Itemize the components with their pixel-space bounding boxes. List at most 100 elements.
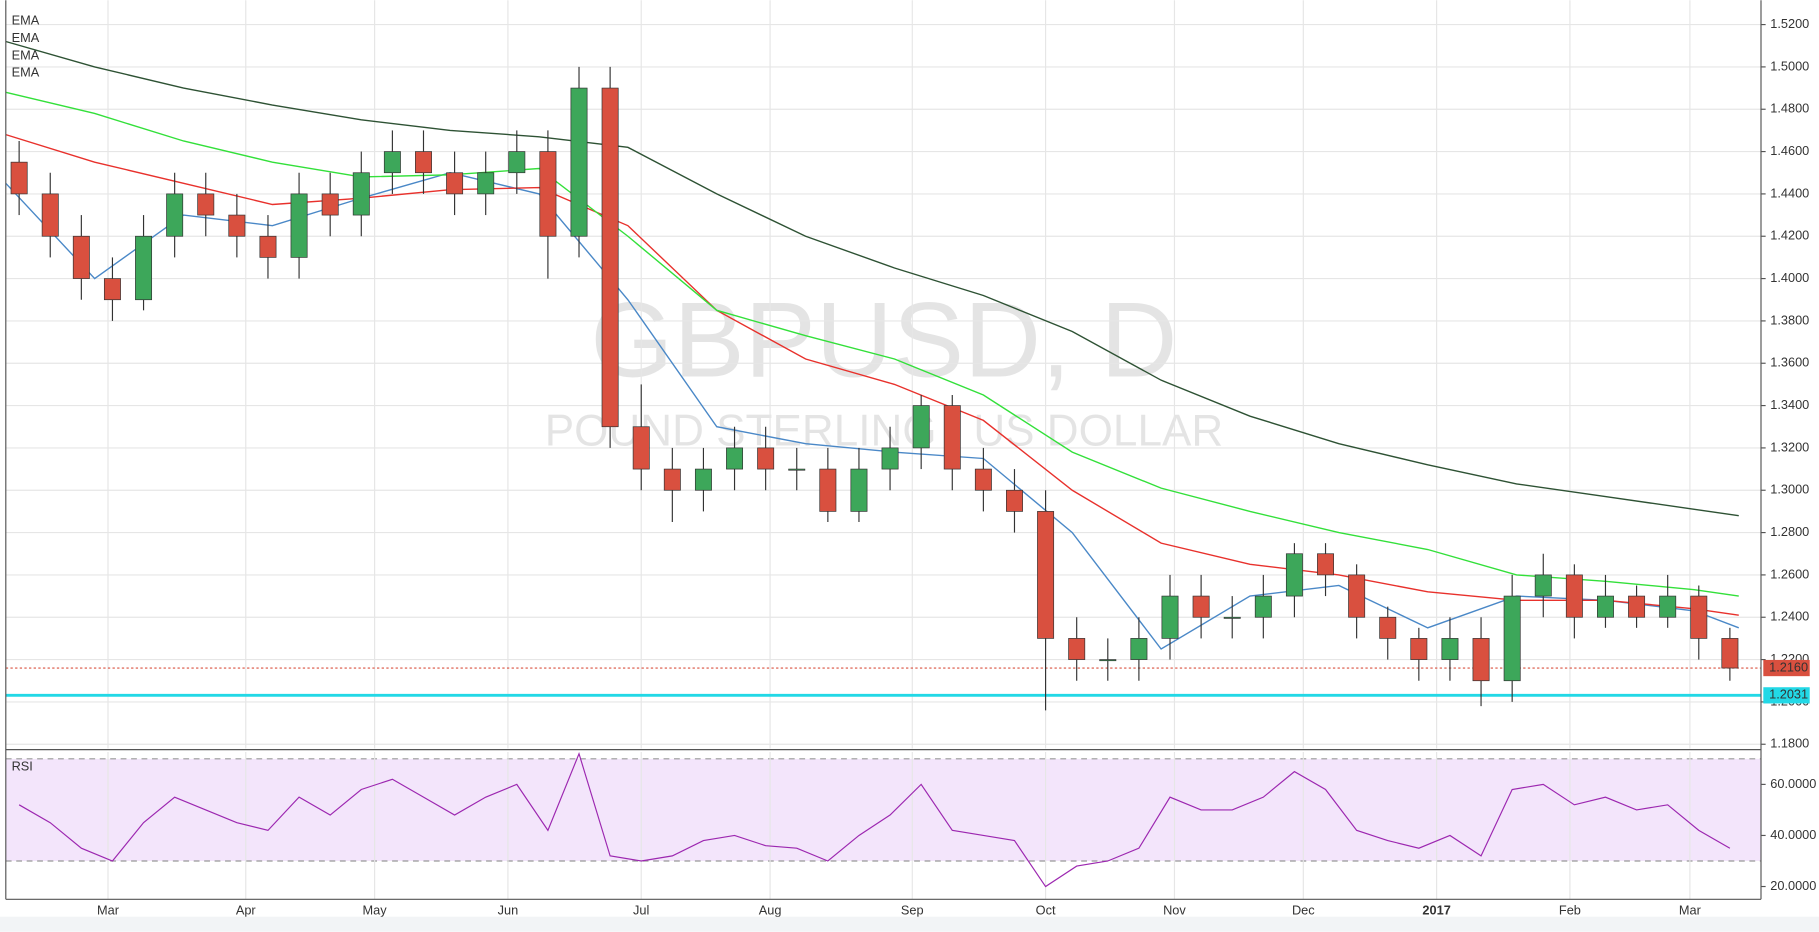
- rsi-tick-label: 40.0000: [1770, 827, 1816, 842]
- x-tick-label: Jun: [498, 902, 519, 917]
- y-tick-label: 1.2400: [1770, 609, 1809, 624]
- x-tick-label: Feb: [1559, 902, 1581, 917]
- candle-body: [1690, 595, 1708, 639]
- y-tick-label: 1.5000: [1770, 58, 1809, 73]
- candle-body: [352, 172, 370, 216]
- candle-body: [1099, 659, 1117, 662]
- plot-layer: Mar Apr May Jun Jul Aug Sep Oct Nov Dec 2017 Feb Mar…: [5, 0, 1816, 917]
- candle-body: [10, 161, 28, 195]
- candle-body: [1597, 595, 1614, 618]
- rsi-line: [18, 752, 1731, 888]
- candle-body: [1192, 595, 1210, 618]
- candle-body: [228, 214, 246, 237]
- candle-body: [1006, 489, 1023, 512]
- y-tick-label: 1.3400: [1770, 397, 1809, 412]
- candle-body: [166, 193, 184, 237]
- candle-body: [943, 405, 961, 470]
- candle-body: [508, 151, 526, 174]
- y-tick-label: 1.3000: [1770, 482, 1809, 497]
- x-tick-label: Dec: [1292, 902, 1315, 917]
- candle-body: [912, 405, 930, 449]
- x-tick-label: Oct: [1036, 902, 1056, 917]
- y-tick-label: 1.2600: [1770, 566, 1809, 581]
- rsi-band: [5, 758, 1761, 861]
- candle-body: [1130, 638, 1148, 660]
- watermark-title: GBPUSD, D: [590, 279, 1177, 399]
- candle-body: [788, 468, 806, 471]
- price-label: 1.2031: [1769, 687, 1808, 702]
- x-tick-label: Sep: [901, 902, 924, 917]
- candle-body: [539, 151, 557, 237]
- candle-body: [1348, 574, 1366, 618]
- candle-body: [1037, 511, 1055, 639]
- y-tick-label: 1.3200: [1770, 439, 1809, 454]
- candle-body: [41, 193, 59, 237]
- candle-body: [1161, 595, 1179, 639]
- x-tick-label: Mar: [1679, 902, 1702, 917]
- y-tick-label: 1.4800: [1770, 101, 1809, 116]
- y-tick-label: 1.5200: [1770, 16, 1809, 31]
- candle-body: [726, 447, 744, 470]
- candle-body: [103, 278, 121, 301]
- candle-body: [197, 193, 215, 216]
- candle-body: [1659, 595, 1677, 618]
- candle-body: [1223, 616, 1241, 619]
- legend-entry: EMA: [12, 47, 40, 62]
- candle-body: [694, 468, 712, 491]
- candle-body: [881, 447, 899, 470]
- y-tick-label: 1.3800: [1770, 312, 1809, 327]
- candle-body: [1068, 638, 1086, 660]
- candle-body: [477, 172, 495, 195]
- candle-body: [1565, 574, 1583, 618]
- candle-body: [1721, 638, 1739, 669]
- legend-entry: EMA: [12, 30, 40, 45]
- candle-body: [383, 151, 401, 174]
- x-tick-label: Apr: [236, 902, 257, 917]
- candle-body: [1441, 638, 1459, 660]
- candle-body: [1534, 574, 1552, 597]
- ema-line: [5, 91, 1739, 597]
- candle-body: [1285, 553, 1303, 597]
- x-tick-label: Jul: [633, 902, 649, 917]
- rsi-title: RSI: [12, 758, 33, 773]
- footer-bar: [0, 916, 1819, 932]
- price-label-box: [1763, 687, 1810, 704]
- y-tick-label: 1.4400: [1770, 185, 1809, 200]
- candle-body: [415, 151, 432, 174]
- y-tick-label: 1.2800: [1770, 524, 1809, 539]
- x-tick-label: Mar: [97, 902, 120, 917]
- candle-body: [259, 235, 277, 258]
- candle-body: [1317, 553, 1334, 576]
- candle-body: [850, 468, 868, 512]
- candle-body: [290, 193, 308, 258]
- x-tick-label: 2017: [1422, 902, 1450, 917]
- candle-body: [663, 468, 681, 491]
- candle-body: [1410, 638, 1428, 660]
- y-tick-label: 1.4200: [1770, 228, 1809, 243]
- candle-body: [757, 447, 775, 470]
- y-tick-label: 1.1800: [1770, 736, 1809, 751]
- candle-body: [1472, 638, 1490, 682]
- legend-entry: EMA: [12, 65, 40, 80]
- y-tick-label: 1.4000: [1770, 270, 1809, 285]
- x-tick-label: Aug: [759, 902, 782, 917]
- candle-body: [974, 468, 992, 491]
- candle-body: [1379, 616, 1397, 639]
- x-tick-label: Nov: [1163, 902, 1186, 917]
- x-tick-label: May: [363, 902, 388, 917]
- candle-body: [1254, 595, 1272, 618]
- rsi-tick-label: 60.0000: [1770, 776, 1816, 791]
- rsi-tick-label: 20.0000: [1770, 878, 1816, 893]
- candle-body: [135, 235, 153, 301]
- candle-body: [446, 172, 464, 195]
- candle-body: [72, 235, 90, 279]
- candle-body: [601, 87, 619, 428]
- price-label: 1.2160: [1769, 659, 1808, 674]
- candle-body: [570, 87, 588, 237]
- legend-entry: EMA: [12, 12, 40, 27]
- candle-body: [1503, 595, 1521, 682]
- price-label-box: [1763, 659, 1810, 677]
- candle-body: [819, 468, 837, 512]
- candle-body: [632, 426, 650, 470]
